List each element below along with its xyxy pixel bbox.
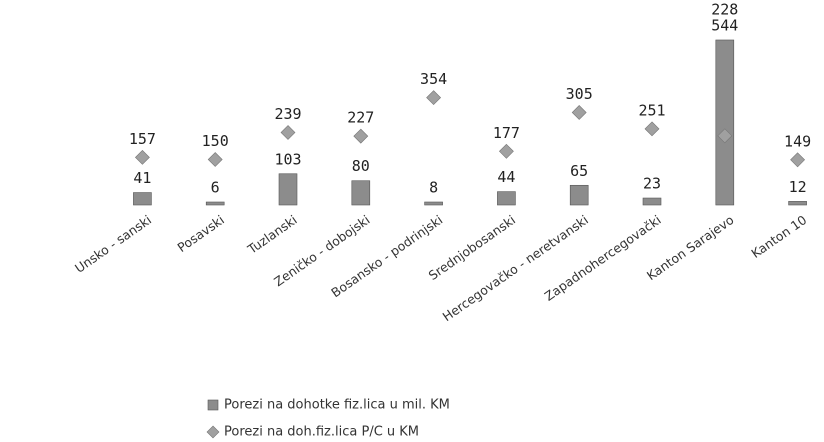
bar [205,201,225,206]
marker [280,125,296,140]
x-tick-label: Kanton 10 [748,212,809,261]
x-tick-label: Posavski [174,212,226,255]
marker-value-label: 251 [638,101,665,119]
bar-value-label: 23 [643,175,661,193]
bar-value-label: 80 [352,157,370,175]
marker [644,121,660,137]
legend-swatch [207,399,219,411]
bar [424,201,443,206]
bar-value-label: 544 [711,16,738,34]
bar [351,180,371,206]
marker-value-label: 228 [711,0,738,18]
marker-value-label: 177 [493,124,520,142]
legend-swatch [206,425,220,439]
marker [207,152,223,167]
marker-value-label: 305 [566,85,593,103]
marker-value-label: 239 [274,105,301,123]
bar [133,192,152,206]
bar-value-label: 6 [211,179,220,197]
bar-value-label: 12 [789,178,807,196]
bar-value-label: 103 [274,150,301,168]
marker-value-label: 354 [420,70,447,88]
bar [497,191,516,206]
legend-label: Porezi na dohotke fiz.lica u mil. KM [224,398,450,413]
x-tick-label: Unsko - sanski [72,212,154,276]
bar [788,201,807,206]
bar-value-label: 8 [429,179,438,197]
marker-value-label: 157 [129,130,156,148]
bar-value-label: 41 [133,169,151,187]
bar-value-label: 44 [497,168,515,186]
marker-value-label: 150 [202,132,229,150]
marker [790,152,806,168]
x-tick-label: Hercegovačko - neretvanski [440,212,591,324]
marker [498,143,514,159]
bar [642,197,662,206]
marker-value-label: 227 [347,109,374,127]
legend-label: Porezi na doh.fiz.lica P/C u KM [224,425,419,440]
x-tick-label: Zapadnohercegovački [542,212,664,304]
marker [353,128,369,144]
bar [278,173,298,206]
marker [134,149,150,165]
marker-value-label: 149 [784,132,811,150]
x-tick-label: Tuzlanski [244,212,300,257]
bar [715,39,735,206]
bar-value-label: 65 [570,162,588,180]
marker [426,90,442,106]
bar [569,184,589,206]
marker [717,128,733,144]
marker [571,105,587,120]
